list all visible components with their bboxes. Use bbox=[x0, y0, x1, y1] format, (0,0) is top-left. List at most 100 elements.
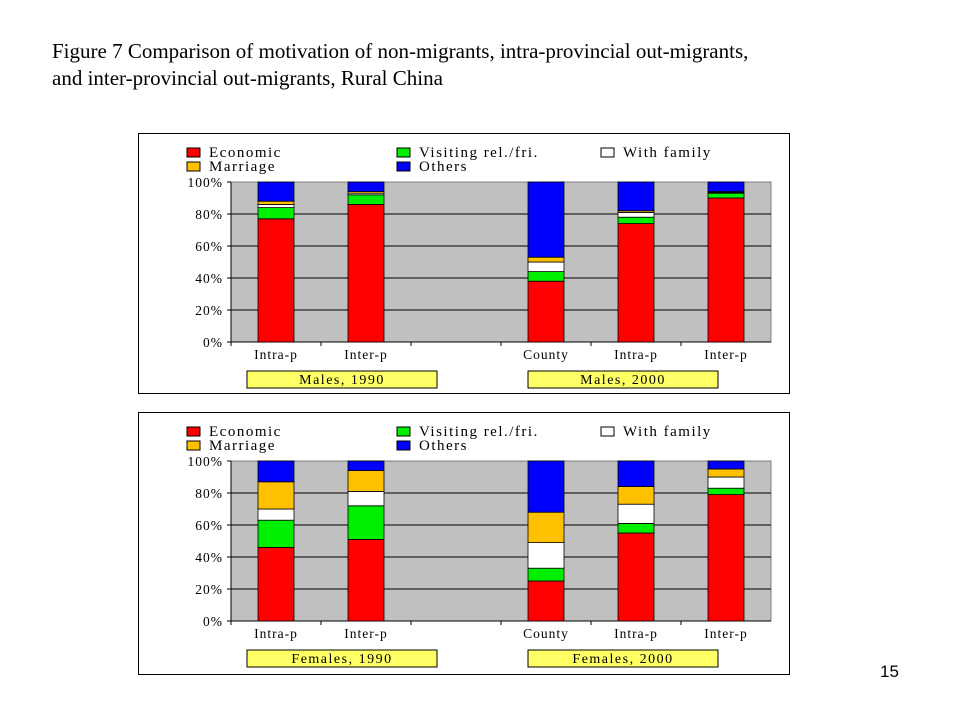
chart-males-svg: Economic Visiting rel./fri. With family Mar… bbox=[186, 145, 772, 389]
chart-2-bar-others-2 bbox=[347, 460, 385, 472]
chart-1-legend-swatch-marriage bbox=[186, 161, 201, 172]
chart-2-legend-label-marriage: Marriage bbox=[209, 438, 276, 454]
chart-2-bar-with-family-4 bbox=[527, 542, 565, 569]
chart-1-y-tick-label: 60% bbox=[195, 239, 223, 254]
chart-2-group-label-2: Females, 2000 bbox=[572, 652, 673, 667]
chart-2-legend-label-economic: Economic bbox=[209, 424, 282, 440]
chart-2-bar-economic-2 bbox=[347, 539, 385, 622]
chart-1-bar-others-1 bbox=[257, 181, 295, 202]
figure-title: Figure 7 Comparison of motivation of non… bbox=[52, 38, 932, 92]
chart-2-bar-visiting-rel-fri-6 bbox=[707, 487, 745, 495]
chart-2-plot-area bbox=[230, 460, 772, 622]
chart-2-bar-others-6 bbox=[707, 460, 745, 470]
chart-1-bar-visiting-rel-fri-4 bbox=[527, 271, 565, 282]
chart-1-bar-visiting-rel-fri-2 bbox=[347, 194, 385, 205]
chart-1-legend-label-economic: Economic bbox=[209, 145, 282, 161]
figure-title-line-2: and inter-provincial out-migrants, Rural… bbox=[52, 66, 443, 90]
figure-title-line-1: Figure 7 Comparison of motivation of non… bbox=[52, 39, 749, 63]
chart-2-x-tick-label-inter-p: Inter-p bbox=[704, 626, 747, 641]
chart-1-bar-with-family-5 bbox=[617, 212, 655, 218]
chart-1-bar-visiting-rel-fri-6 bbox=[707, 192, 745, 199]
chart-2-x-tick-label-intra-p: Intra-p bbox=[614, 626, 658, 641]
chart-2-x-tick-label-inter-p: Inter-p bbox=[344, 626, 387, 641]
chart-2-bar-with-family-2 bbox=[347, 491, 385, 507]
chart-2-bar-with-family-1 bbox=[257, 508, 295, 521]
chart-2-bar-marriage-4 bbox=[527, 511, 565, 543]
chart-2-legend-label-visiting-rel-fri: Visiting rel./fri. bbox=[419, 424, 539, 440]
chart-2-group-label-1: Females, 1990 bbox=[291, 652, 392, 667]
chart-2-x-tick-label-intra-p: Intra-p bbox=[254, 626, 298, 641]
chart-1-bar-others-5 bbox=[617, 181, 655, 212]
chart-1-plot-area bbox=[230, 181, 772, 343]
chart-2-legend-swatch-economic bbox=[186, 426, 201, 437]
chart-2-legend-swatch-with-family bbox=[600, 426, 615, 437]
chart-1-legend-label-marriage: Marriage bbox=[209, 159, 276, 175]
chart-1-bar-others-6 bbox=[707, 181, 745, 193]
chart-1-group-label-box-1 bbox=[246, 370, 438, 389]
chart-1-bar-others-4 bbox=[527, 181, 565, 258]
chart-1-bar-visiting-rel-fri-5 bbox=[617, 216, 655, 224]
chart-1-y-tick-label: 0% bbox=[203, 335, 223, 350]
chart-2-group-label-box-2 bbox=[527, 649, 719, 668]
chart-1-y-tick-label: 20% bbox=[195, 303, 223, 318]
chart-2-bar-economic-4 bbox=[527, 580, 565, 622]
chart-2-bar-marriage-6 bbox=[707, 468, 745, 478]
chart-2-legend-label-others: Others bbox=[419, 438, 468, 454]
chart-2-legend-swatch-visiting-rel-fri bbox=[396, 426, 411, 437]
chart-2-y-tick-label: 40% bbox=[195, 550, 223, 565]
chart-1-bar-with-family-1 bbox=[257, 204, 295, 209]
chart-1-legend-label-visiting-rel-fri: Visiting rel./fri. bbox=[419, 145, 539, 161]
chart-2-bar-marriage-1 bbox=[257, 481, 295, 510]
chart-2-bar-economic-6 bbox=[707, 494, 745, 622]
chart-1-bar-economic-4 bbox=[527, 280, 565, 343]
chart-2-y-tick-label: 20% bbox=[195, 582, 223, 597]
chart-2-bar-with-family-5 bbox=[617, 503, 655, 524]
chart-1-bar-others-2 bbox=[347, 181, 385, 193]
chart-2-bar-economic-5 bbox=[617, 532, 655, 622]
chart-2-bar-others-4 bbox=[527, 460, 565, 513]
chart-1-group-label-2: Males, 2000 bbox=[580, 373, 666, 388]
chart-females: Economic Visiting rel./fri. With family Mar… bbox=[138, 412, 790, 675]
chart-2-legend-swatch-others bbox=[396, 440, 411, 451]
chart-1-x-tick-label-county: County bbox=[523, 347, 569, 362]
chart-1-legend-swatch-economic bbox=[186, 147, 201, 158]
chart-1-x-tick-label-inter-p: Inter-p bbox=[704, 347, 747, 362]
chart-1-legend-label-others: Others bbox=[419, 159, 468, 175]
chart-2-bar-others-1 bbox=[257, 460, 295, 483]
chart-2-bar-marriage-5 bbox=[617, 486, 655, 505]
chart-2-bar-with-family-6 bbox=[707, 476, 745, 489]
chart-1-bar-economic-2 bbox=[347, 204, 385, 343]
chart-2-bar-marriage-2 bbox=[347, 470, 385, 492]
chart-2-bar-economic-1 bbox=[257, 546, 295, 622]
chart-2-bar-others-5 bbox=[617, 460, 655, 488]
chart-1-legend-swatch-others bbox=[396, 161, 411, 172]
chart-2-legend-swatch-marriage bbox=[186, 440, 201, 451]
chart-1-y-tick-label: 100% bbox=[188, 175, 224, 190]
chart-2-y-tick-label: 100% bbox=[188, 454, 224, 469]
chart-2-y-tick-label: 0% bbox=[203, 614, 223, 629]
chart-1-group-label-1: Males, 1990 bbox=[299, 373, 385, 388]
chart-1-group-label-box-2 bbox=[527, 370, 719, 389]
chart-1-y-tick-label: 40% bbox=[195, 271, 223, 286]
chart-1-x-tick-label-intra-p: Intra-p bbox=[614, 347, 658, 362]
chart-1-legend-swatch-with-family bbox=[600, 147, 615, 158]
chart-2-group-label-box-1 bbox=[246, 649, 438, 668]
chart-1-x-tick-label-inter-p: Inter-p bbox=[344, 347, 387, 362]
chart-2-bar-visiting-rel-fri-2 bbox=[347, 505, 385, 540]
chart-1-bar-with-family-4 bbox=[527, 261, 565, 272]
chart-2-bar-visiting-rel-fri-1 bbox=[257, 519, 295, 548]
chart-males: Economic Visiting rel./fri. With family Mar… bbox=[138, 133, 790, 394]
chart-1-bar-marriage-1 bbox=[257, 200, 295, 205]
chart-2-bar-visiting-rel-fri-4 bbox=[527, 567, 565, 582]
page-number: 15 bbox=[880, 662, 899, 681]
chart-1-bar-economic-1 bbox=[257, 218, 295, 343]
chart-1-bar-economic-6 bbox=[707, 197, 745, 343]
chart-females-svg: Economic Visiting rel./fri. With family Mar… bbox=[186, 424, 772, 668]
chart-2-x-tick-label-county: County bbox=[523, 626, 569, 641]
chart-1-legend-swatch-visiting-rel-fri bbox=[396, 147, 411, 158]
chart-2-bar-visiting-rel-fri-5 bbox=[617, 523, 655, 534]
chart-1-x-tick-label-intra-p: Intra-p bbox=[254, 347, 298, 362]
chart-1-bar-marriage-4 bbox=[527, 256, 565, 263]
chart-1-legend-label-with-family: With family bbox=[623, 145, 712, 161]
chart-2-y-tick-label: 80% bbox=[195, 486, 223, 501]
